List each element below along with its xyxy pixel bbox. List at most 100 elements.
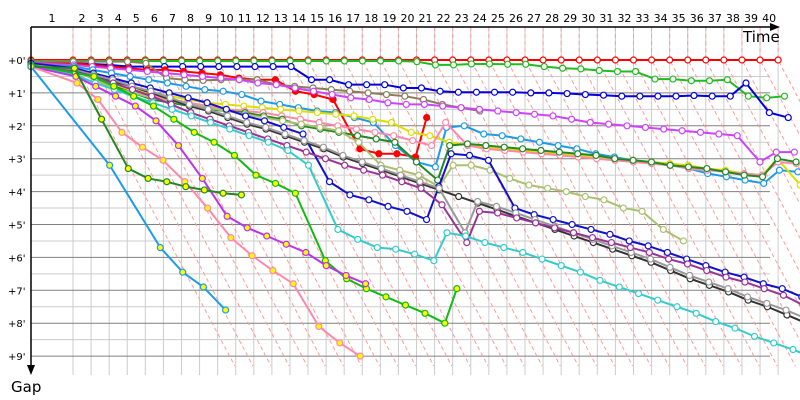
- data-point: [778, 285, 786, 293]
- series-13: [27, 61, 800, 318]
- data-point: [299, 130, 307, 138]
- lap-line: [506, 27, 670, 367]
- x-tick-label: 36: [690, 12, 704, 25]
- data-point: [647, 56, 656, 64]
- data-point: [431, 163, 439, 171]
- data-point: [636, 92, 644, 100]
- data-point: [494, 209, 502, 217]
- data-point: [702, 56, 710, 64]
- lap-lines: [72, 27, 800, 367]
- data-point: [467, 161, 475, 169]
- data-point: [219, 189, 227, 197]
- data-point: [465, 151, 474, 160]
- data-point: [679, 237, 688, 245]
- lap-line: [108, 27, 272, 367]
- lap-line: [470, 27, 634, 367]
- lap-line: [687, 27, 800, 274]
- data-point: [168, 105, 176, 113]
- data-point: [105, 58, 114, 66]
- data-point: [162, 69, 170, 77]
- data-point: [346, 87, 354, 95]
- series-line: [30, 65, 242, 196]
- x-tick-label: 40: [762, 12, 776, 25]
- data-point: [577, 65, 585, 73]
- data-point: [184, 94, 192, 102]
- data-point: [279, 117, 287, 125]
- data-point: [163, 178, 171, 186]
- data-point: [269, 62, 277, 71]
- data-point: [371, 128, 379, 136]
- x-tick-label: 21: [419, 12, 433, 25]
- data-point: [685, 271, 694, 280]
- data-point: [733, 132, 741, 140]
- data-point: [235, 76, 243, 84]
- data-point: [280, 123, 288, 132]
- data-point: [581, 192, 589, 201]
- data-point: [111, 92, 120, 100]
- data-point: [243, 224, 251, 232]
- data-point: [439, 102, 447, 110]
- lap-line: [379, 27, 543, 367]
- data-point: [126, 72, 134, 81]
- data-point: [282, 240, 290, 248]
- data-point: [353, 132, 362, 140]
- data-point: [705, 77, 714, 85]
- data-point: [336, 339, 344, 347]
- data-point: [174, 141, 183, 150]
- data-point: [772, 148, 780, 156]
- data-point: [438, 201, 446, 209]
- data-point: [369, 115, 377, 123]
- data-point: [557, 262, 565, 270]
- data-point: [365, 196, 373, 204]
- data-point: [197, 62, 205, 71]
- data-point: [517, 135, 525, 143]
- data-point: [506, 174, 514, 183]
- data-point: [454, 88, 462, 96]
- data-point: [215, 62, 223, 71]
- data-point: [373, 243, 381, 252]
- data-point: [268, 57, 276, 65]
- data-point: [760, 285, 768, 293]
- data-point: [530, 110, 539, 118]
- x-tick-label: 24: [473, 12, 487, 25]
- data-point: [567, 115, 576, 123]
- data-point: [537, 146, 545, 155]
- data-point: [377, 164, 386, 173]
- data-point: [201, 86, 209, 94]
- data-point: [328, 90, 336, 99]
- data-point: [625, 237, 633, 245]
- data-point: [166, 94, 174, 102]
- data-point: [423, 113, 431, 122]
- data-point: [443, 229, 451, 237]
- x-tick-label: 2: [79, 12, 86, 25]
- data-point: [599, 91, 608, 99]
- data-point: [555, 148, 563, 156]
- data-point: [417, 184, 425, 192]
- series-line: [30, 65, 800, 305]
- data-point: [592, 151, 600, 160]
- data-point: [332, 110, 340, 118]
- lap-line: [253, 27, 417, 367]
- data-point: [264, 138, 272, 146]
- data-point: [722, 273, 730, 281]
- data-point: [342, 271, 350, 280]
- data-point: [346, 191, 354, 199]
- data-point: [744, 92, 752, 100]
- x-tick-label: 7: [169, 12, 176, 25]
- lap-line: [235, 27, 398, 367]
- data-point: [214, 57, 222, 65]
- data-point: [307, 76, 316, 84]
- data-point: [544, 184, 552, 192]
- data-point: [217, 74, 225, 82]
- data-point: [467, 60, 476, 68]
- data-point: [262, 123, 270, 132]
- data-point: [731, 324, 739, 332]
- data-point: [401, 92, 409, 100]
- data-point: [562, 188, 570, 196]
- lap-line: [741, 27, 800, 171]
- data-point: [179, 268, 187, 276]
- data-point: [684, 56, 692, 64]
- lap-line: [343, 27, 507, 367]
- y-tick-label: +1': [8, 89, 26, 100]
- data-point: [297, 120, 305, 128]
